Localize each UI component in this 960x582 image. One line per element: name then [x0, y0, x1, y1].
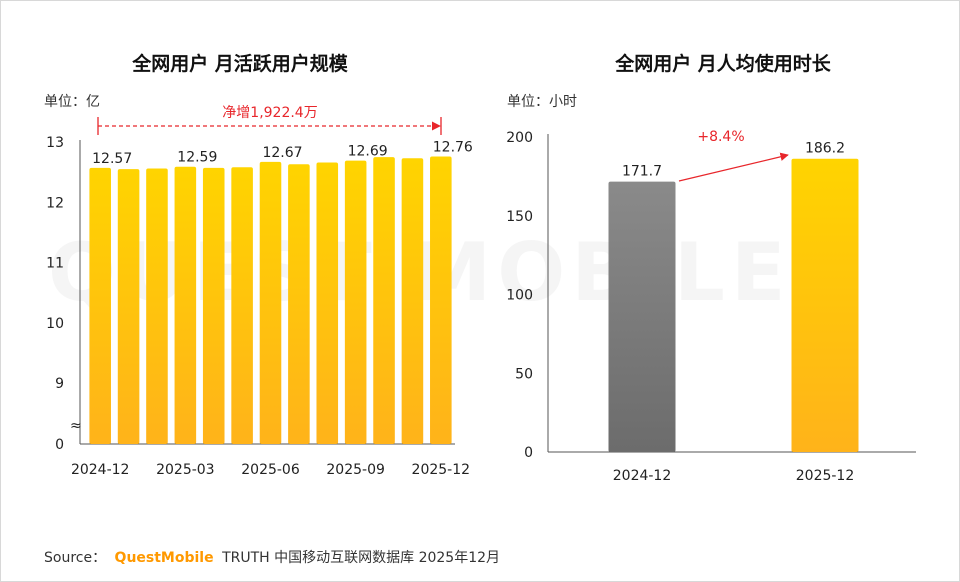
left-bar — [146, 168, 168, 444]
right-data-labels: 171.7 186.2 — [622, 141, 845, 180]
right-data-label: 186.2 — [805, 141, 845, 157]
left-unit-label: 单位：亿 — [44, 94, 100, 110]
left-bar — [316, 162, 339, 445]
net-increase-label: 净增1,922.4万 — [222, 105, 317, 121]
left-x-tick-label: 2025-06 — [241, 462, 300, 478]
left-bars — [89, 156, 452, 445]
right-bars — [608, 158, 859, 453]
left-y-tick-label: 11 — [46, 256, 64, 272]
left-data-label: 12.67 — [262, 145, 302, 161]
left-axes: 0 9 10 11 12 13 2024-12 2025-03 2025-06 2025-09 20… — [46, 135, 470, 478]
left-bar — [430, 156, 452, 444]
left-x-tick-label: 2025-09 — [326, 462, 385, 478]
left-bar — [401, 158, 424, 444]
left-bar — [174, 166, 197, 444]
right-axes: 0 50 100 150 200 2024-12 2025-12 — [506, 130, 916, 484]
growth-arrow — [678, 152, 789, 182]
right-y-tick-label: 150 — [506, 209, 533, 225]
source-brand: QuestMobile — [115, 550, 214, 566]
right-bar — [791, 158, 859, 453]
right-y-tick-label: 100 — [506, 288, 533, 304]
left-bar — [89, 167, 111, 444]
left-data-label: 12.57 — [92, 151, 132, 167]
left-y-tick-label: 9 — [55, 376, 64, 392]
right-unit-label: 单位：小时 — [507, 94, 577, 110]
left-bar — [288, 164, 310, 445]
right-x-tick-label: 2025-12 — [796, 468, 855, 484]
source-prefix: Source： — [44, 550, 106, 566]
left-chart-title: 全网用户 月活跃用户规模 — [131, 52, 349, 75]
left-bar — [202, 167, 225, 444]
left-data-label: 12.76 — [433, 139, 473, 155]
left-bar — [231, 167, 253, 444]
left-bar — [259, 161, 282, 444]
left-y-tick-label: 0 — [55, 437, 64, 453]
left-x-tick-label: 2025-12 — [412, 462, 471, 478]
axis-break-symbol: ≈ — [70, 418, 82, 434]
left-bar — [344, 160, 367, 445]
left-bar — [117, 169, 140, 445]
source-line: Source： QuestMobile TRUTH 中国移动互联网数据库 202… — [44, 550, 500, 566]
source-suffix: TRUTH 中国移动互联网数据库 2025年12月 — [221, 550, 500, 566]
left-x-tick-label: 2024-12 — [71, 462, 130, 478]
right-y-tick-label: 200 — [506, 130, 533, 146]
left-data-labels: 12.57 12.59 12.67 12.69 12.76 — [92, 139, 473, 166]
right-chart-title: 全网用户 月人均使用时长 — [614, 52, 832, 75]
left-data-label: 12.59 — [177, 150, 217, 166]
left-y-tick-label: 13 — [46, 135, 64, 151]
right-y-tick-label: 50 — [515, 366, 533, 382]
left-y-tick-label: 10 — [46, 316, 64, 332]
left-y-tick-label: 12 — [46, 195, 64, 211]
left-data-label: 12.69 — [348, 144, 388, 160]
right-y-tick-label: 0 — [524, 445, 533, 461]
right-x-tick-label: 2024-12 — [613, 468, 672, 484]
left-x-tick-label: 2025-03 — [156, 462, 215, 478]
growth-label: +8.4% — [697, 129, 744, 145]
right-data-label: 171.7 — [622, 164, 662, 180]
right-bar — [608, 181, 676, 452]
left-bar — [373, 157, 395, 444]
